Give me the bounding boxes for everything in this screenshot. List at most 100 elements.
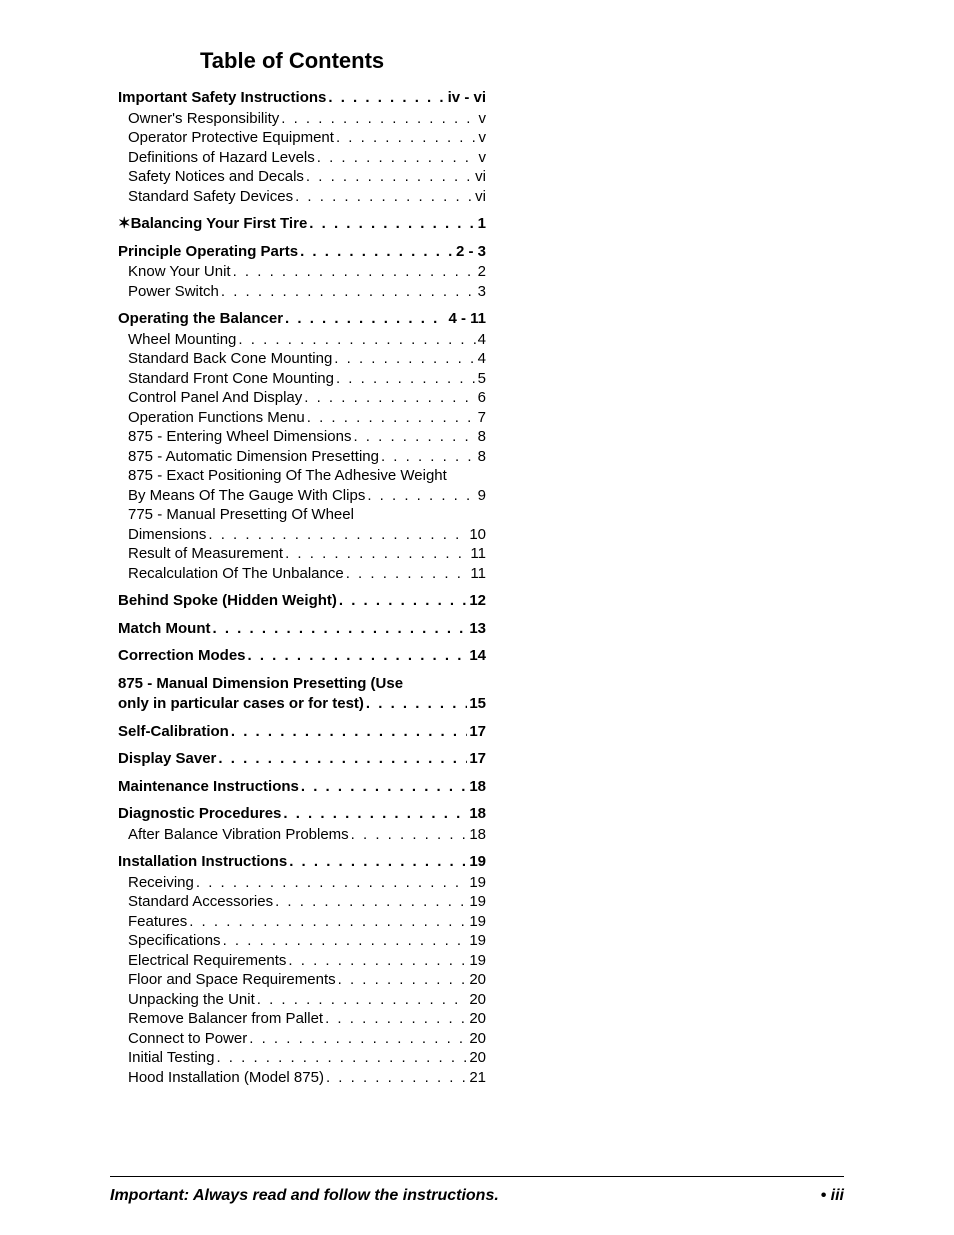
toc-leader-dots	[338, 970, 468, 990]
toc-item-label: After Balance Vibration Problems	[128, 825, 349, 845]
toc-leader-dots	[307, 408, 476, 428]
toc-item-label: Remove Balancer from Pallet	[128, 1009, 323, 1029]
toc-item-page: 7	[478, 408, 486, 428]
toc-leader-dots	[221, 282, 476, 302]
toc-item-label: Unpacking the Unit	[128, 990, 255, 1010]
toc-leader-dots	[249, 1029, 467, 1049]
toc-section-label: Match Mount	[118, 619, 210, 639]
toc-item: Operation Functions Menu 7	[128, 408, 486, 428]
toc-item-page: v	[479, 109, 487, 129]
toc-item: Initial Testing20	[128, 1048, 486, 1068]
toc-leader-dots	[339, 591, 467, 611]
toc-item-label: 875 - Entering Wheel Dimensions	[128, 427, 351, 447]
toc-item-page: 6	[478, 388, 486, 408]
toc-section: Important Safety Instructions iv - vi	[118, 88, 486, 108]
toc-item-label: Operation Functions Menu	[128, 408, 305, 428]
footer-rule	[110, 1176, 844, 1177]
toc-item: Unpacking the Unit20	[128, 990, 486, 1010]
toc-section-page: 4 - 11	[448, 309, 486, 329]
toc-item-label: Standard Front Cone Mounting	[128, 369, 334, 389]
toc-item-page: 11	[470, 564, 486, 584]
toc-item-label: Dimensions	[128, 525, 206, 545]
toc-item: Standard Accessories 19	[128, 892, 486, 912]
toc-item: Safety Notices and Decalsvi	[128, 167, 486, 187]
toc-section-page: 1	[478, 214, 486, 234]
toc-section: Self-Calibration17	[118, 722, 486, 742]
toc-leader-dots	[300, 242, 454, 262]
toc-item-page: 20	[469, 1048, 486, 1068]
toc-section-page: 12	[469, 591, 486, 611]
toc-item-label: By Means Of The Gauge With Clips	[128, 486, 365, 506]
toc-section: Diagnostic Procedures18	[118, 804, 486, 824]
toc-item-label: Receiving	[128, 873, 194, 893]
toc-item: By Means Of The Gauge With Clips9	[128, 486, 486, 506]
toc-leader-dots	[285, 309, 446, 329]
toc-leader-dots	[351, 825, 468, 845]
toc-leader-dots	[353, 427, 475, 447]
footer-text-left: Important: Always read and follow the in…	[110, 1187, 499, 1205]
toc-item-wrap: 875 - Exact Positioning Of The Adhesive …	[128, 466, 486, 486]
toc-leader-dots	[328, 88, 445, 108]
toc-section: ✶Balancing Your First Tire1	[118, 214, 486, 234]
toc-leader-dots	[248, 646, 468, 666]
toc-item-page: 21	[469, 1068, 486, 1088]
toc-item-page: 19	[469, 931, 486, 951]
toc-section-page: iv - vi	[448, 88, 486, 108]
toc-item-page: 10	[469, 525, 486, 545]
toc-leader-dots	[196, 873, 467, 893]
toc-leader-dots	[288, 951, 467, 971]
toc-item: Know Your Unit2	[128, 262, 486, 282]
toc-leader-dots	[317, 148, 477, 168]
page-footer: Important: Always read and follow the in…	[110, 1176, 844, 1205]
toc-item-page: 3	[478, 282, 486, 302]
toc-leader-dots	[283, 804, 467, 824]
toc-item-label: Power Switch	[128, 282, 219, 302]
toc-section-page: 13	[469, 619, 486, 639]
toc-leader-dots	[216, 1048, 467, 1068]
toc-item-label: Definitions of Hazard Levels	[128, 148, 315, 168]
toc-leader-dots	[212, 619, 467, 639]
toc-section: only in particular cases or for test)15	[118, 694, 486, 714]
toc-leader-dots	[275, 892, 467, 912]
footer-page-number: • iii	[821, 1187, 844, 1205]
toc-item: 875 - Automatic Dimension Presetting8	[128, 447, 486, 467]
toc-leader-dots	[306, 167, 473, 187]
toc-item-page: 5	[478, 369, 486, 389]
toc-section-label: Diagnostic Procedures	[118, 804, 281, 824]
toc-item-label: Owner's Responsibility	[128, 109, 279, 129]
toc-item: Power Switch 3	[128, 282, 486, 302]
toc-item: Dimensions 10	[128, 525, 486, 545]
toc-item-label: Recalculation Of The Unbalance	[128, 564, 344, 584]
toc-section-wrap: 875 - Manual Dimension Presetting (Use	[118, 674, 486, 694]
toc-section-label: Maintenance Instructions	[118, 777, 299, 797]
toc-item-page: v	[479, 128, 487, 148]
toc-leader-dots	[295, 187, 473, 207]
toc-item-label: Features	[128, 912, 187, 932]
toc-item: Floor and Space Requirements20	[128, 970, 486, 990]
toc-item-page: 19	[469, 892, 486, 912]
toc-item: Standard Front Cone Mounting 5	[128, 369, 486, 389]
toc-leader-dots	[336, 128, 477, 148]
toc-item-page: 18	[469, 825, 486, 845]
toc-item-page: 20	[469, 970, 486, 990]
toc-leader-dots	[326, 1068, 467, 1088]
toc-item-label: Specifications	[128, 931, 221, 951]
toc-section-page: 19	[469, 852, 486, 872]
toc-leader-dots	[309, 214, 475, 234]
toc-item-page: vi	[475, 167, 486, 187]
toc-section-page: 2 - 3	[456, 242, 486, 262]
toc-section-label: Operating the Balancer	[118, 309, 283, 329]
toc-section: Match Mount 13	[118, 619, 486, 639]
toc-item: Receiving19	[128, 873, 486, 893]
toc-item: After Balance Vibration Problems 18	[128, 825, 486, 845]
toc-section: Maintenance Instructions18	[118, 777, 486, 797]
toc-leader-dots	[289, 852, 467, 872]
toc-item-page: vi	[475, 187, 486, 207]
toc-leader-dots	[334, 349, 475, 369]
toc-item-label: Standard Accessories	[128, 892, 273, 912]
toc-item-label: Hood Installation (Model 875)	[128, 1068, 324, 1088]
toc-section-label: Important Safety Instructions	[118, 88, 326, 108]
toc-item: Result of Measurement11	[128, 544, 486, 564]
toc-title: Table of Contents	[200, 48, 844, 74]
toc-item-label: Result of Measurement	[128, 544, 283, 564]
